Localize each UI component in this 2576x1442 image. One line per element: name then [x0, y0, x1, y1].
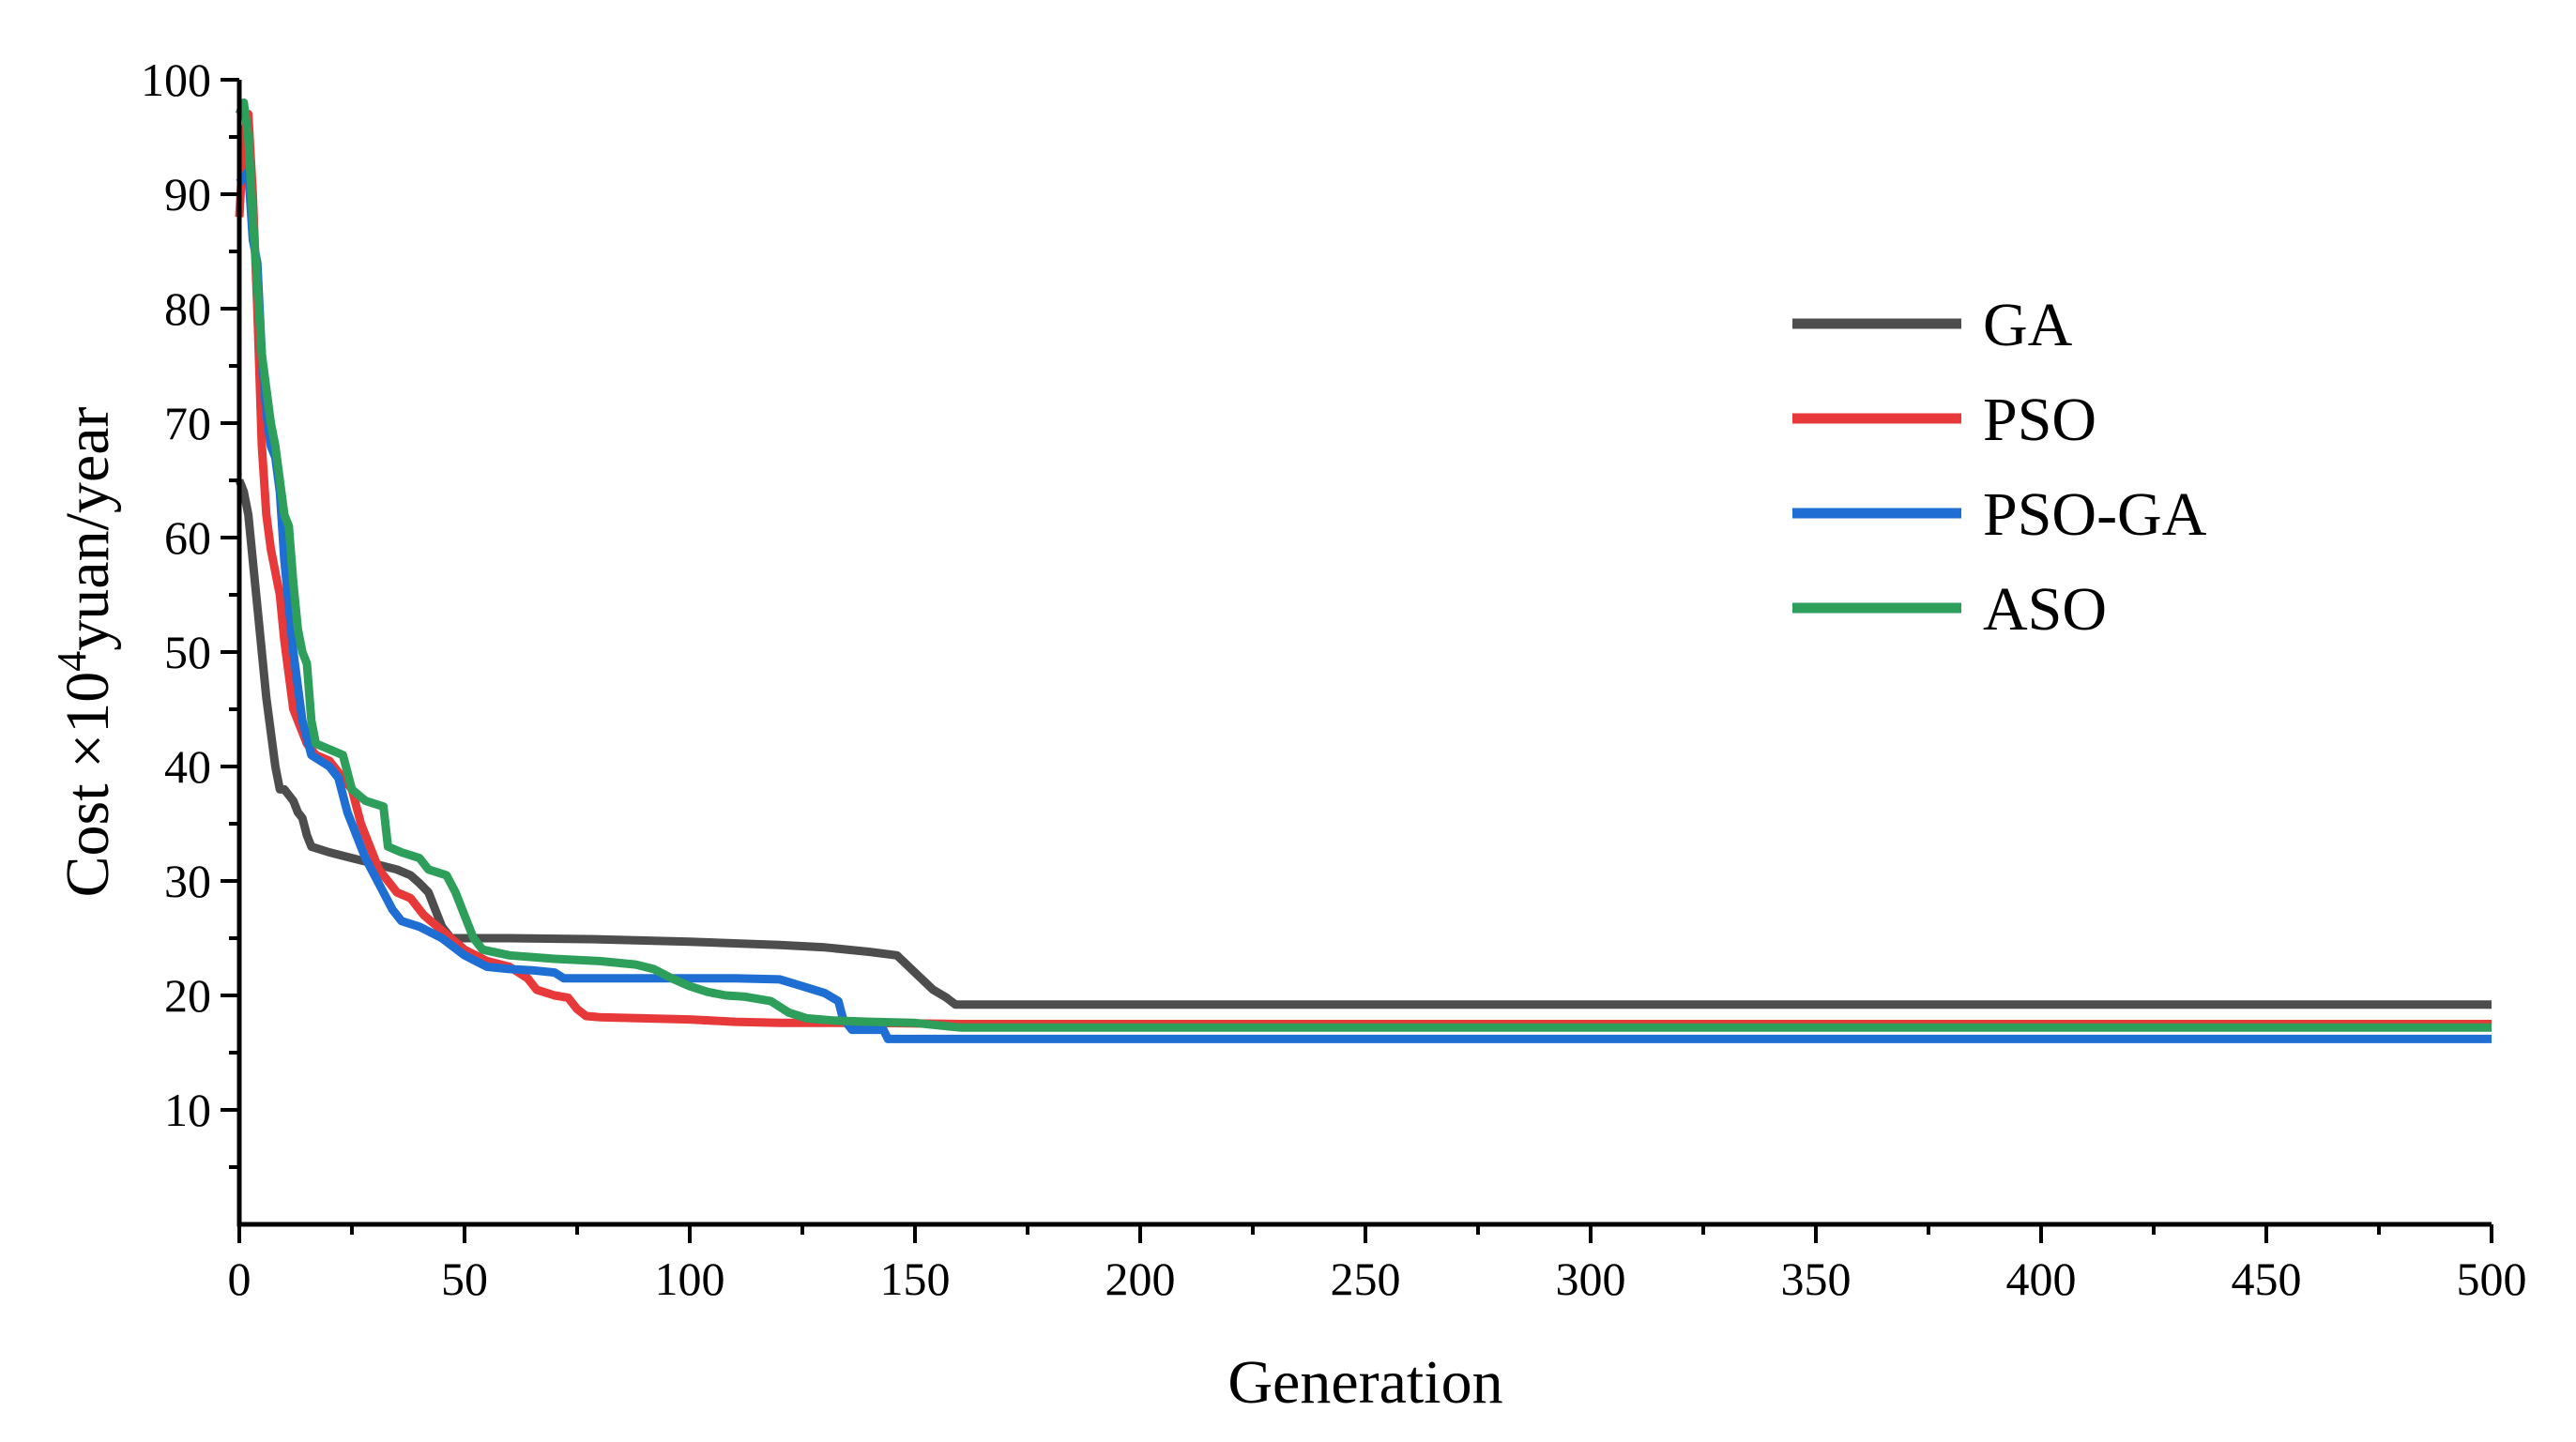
x-tick-label: 500 — [2457, 1252, 2527, 1305]
legend-label-ga: GA — [1983, 291, 2073, 359]
y-tick-label: 20 — [164, 969, 211, 1022]
x-tick-label: 50 — [441, 1252, 488, 1305]
legend: GA PSO PSO-GA ASO — [1792, 291, 2207, 644]
series-layer — [235, 98, 2492, 1043]
legend-label-pso: PSO — [1983, 386, 2096, 454]
x-tick-label: 200 — [1105, 1252, 1176, 1305]
x-tick-label: 450 — [2232, 1252, 2302, 1305]
legend-label-pso-ga: PSO-GA — [1983, 480, 2207, 549]
y-tick-label: 50 — [164, 626, 211, 678]
axes-layer — [236, 80, 2492, 1227]
y-tick-label: 70 — [164, 397, 211, 449]
x-tick-label: 300 — [1556, 1252, 1626, 1305]
y-axis-title-superscript: 4 — [49, 651, 95, 672]
legend-label-aso: ASO — [1983, 575, 2107, 644]
x-tick-label: 250 — [1331, 1252, 1401, 1305]
y-tick-label: 60 — [164, 511, 211, 564]
x-tick-label: 0 — [228, 1252, 252, 1305]
series-line-aso — [235, 98, 2492, 1032]
x-tick-label: 150 — [880, 1252, 951, 1305]
y-tick-label: 10 — [164, 1084, 211, 1136]
series-line-pso — [235, 110, 2492, 1028]
x-tick-label: 400 — [2006, 1252, 2077, 1305]
x-tick-label: 100 — [655, 1252, 725, 1305]
ticks-layer: 0 50 100 150 200 250 300 350 400 450 500 10 20 30 40 50… — [141, 53, 2527, 1305]
y-tick-label: 30 — [164, 855, 211, 907]
series-line-ga — [235, 478, 2492, 1009]
x-tick-label: 350 — [1781, 1252, 1852, 1305]
x-axis-title: Generation — [1227, 1348, 1502, 1417]
y-tick-label: 90 — [164, 168, 211, 220]
y-tick-label: 80 — [164, 282, 211, 335]
y-axis-title-suffix: yuan/year — [53, 407, 122, 651]
y-tick-label: 100 — [141, 53, 211, 106]
y-tick-label: 40 — [164, 740, 211, 793]
y-axis-title: Cost ×104yuan/year — [49, 407, 123, 898]
series-line-pso-ga — [236, 167, 2492, 1043]
y-axis-title-prefix: Cost ×10 — [53, 672, 122, 898]
